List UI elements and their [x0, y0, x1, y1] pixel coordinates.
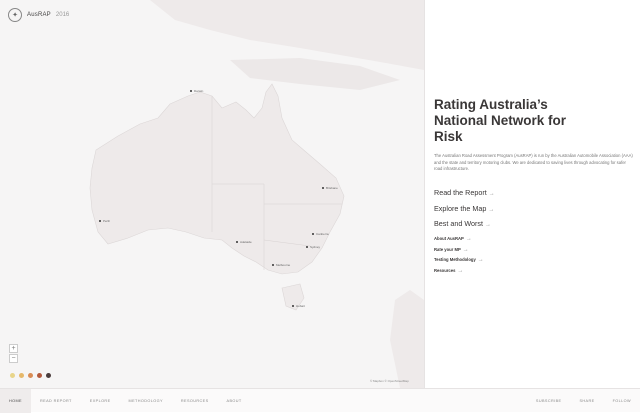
nav-home[interactable]: HOME: [0, 388, 31, 413]
city-canberra[interactable]: Canberra: [312, 232, 329, 236]
arrow-right-icon: →: [465, 236, 472, 242]
intro-text: The Australian Road Assessment Program (…: [434, 153, 633, 171]
page-title: Rating Australia’s National Network for …: [434, 97, 567, 144]
arrow-right-icon: →: [485, 222, 492, 228]
city-hobart[interactable]: Hobart: [292, 304, 305, 308]
arrow-right-icon: →: [477, 257, 484, 264]
nav-resources[interactable]: RESOURCES: [180, 398, 209, 403]
city-sydney[interactable]: Sydney: [306, 245, 320, 249]
legend-swatch[interactable]: [28, 373, 33, 378]
arrow-right-icon: →: [488, 191, 495, 197]
zoom-controls: + −: [9, 344, 18, 363]
badge-logo-icon: ✦: [8, 8, 22, 22]
secondary-links: About AusRAP → Rate your MP → Testing Meth…: [434, 234, 484, 276]
nav-subscribe[interactable]: SUBSCRIBE: [535, 398, 562, 403]
nav-about[interactable]: ABOUT: [226, 398, 242, 403]
arrow-right-icon: →: [488, 206, 495, 213]
city-brisbane[interactable]: Brisbane: [322, 186, 338, 190]
info-panel: Rating Australia’s National Network for …: [424, 0, 640, 388]
best-worst-link[interactable]: Best and Worst →: [434, 219, 492, 228]
read-report-link[interactable]: Read the Report →: [434, 188, 495, 197]
brand[interactable]: ✦ AusRAP 2016: [8, 8, 69, 22]
explore-map-link[interactable]: Explore the Map →: [434, 203, 495, 213]
zoom-in-button[interactable]: +: [9, 344, 18, 353]
rate-mp-link[interactable]: Rate your MP →: [434, 246, 469, 253]
legend-swatch[interactable]: [46, 373, 51, 378]
testing-methodology-link[interactable]: Testing Methodology →: [434, 257, 484, 264]
legend-swatch[interactable]: [19, 373, 24, 378]
nav-follow[interactable]: FOLLOW: [612, 398, 631, 403]
arrow-right-icon: →: [462, 246, 469, 253]
nav-right: SUBSCRIBE SHARE FOLLOW: [527, 389, 640, 413]
brand-year: 2016: [55, 12, 70, 18]
nav-read-report[interactable]: READ REPORT: [40, 398, 72, 403]
nav-explore[interactable]: EXPLORE: [89, 398, 111, 403]
map-attribution[interactable]: © Mapbox © OpenStreetMap: [370, 379, 409, 383]
city-darwin[interactable]: Darwin: [190, 89, 203, 93]
arrow-right-icon: →: [457, 267, 464, 274]
about-ausrap-link[interactable]: About AusRAP →: [434, 236, 472, 242]
city-perth[interactable]: Perth: [99, 219, 110, 223]
legend-swatch[interactable]: [37, 373, 42, 378]
city-adelaide[interactable]: Adelaide: [236, 240, 252, 244]
brand-name: AusRAP: [27, 12, 51, 18]
primary-links: Read the Report → Explore the Map → Best a…: [434, 186, 495, 233]
tasmania: [281, 283, 305, 311]
nav-methodology[interactable]: METHODOLOGY: [128, 398, 163, 403]
city-melbourne[interactable]: Melbourne: [272, 263, 290, 267]
resources-link[interactable]: Resources →: [434, 267, 464, 274]
map-shapes: [89, 0, 424, 388]
risk-legend: [10, 373, 51, 378]
zoom-out-button[interactable]: −: [9, 354, 18, 363]
australia-mainland: [89, 83, 345, 275]
nav-share[interactable]: SHARE: [579, 398, 595, 403]
map-canvas[interactable]: ✦ AusRAP 2016 Darwin Perth Adelaide Melb…: [0, 0, 424, 388]
bottom-nav: HOME READ REPORT EXPLORE METHODOLOGY RES…: [0, 388, 640, 413]
legend-swatch[interactable]: [10, 373, 15, 378]
